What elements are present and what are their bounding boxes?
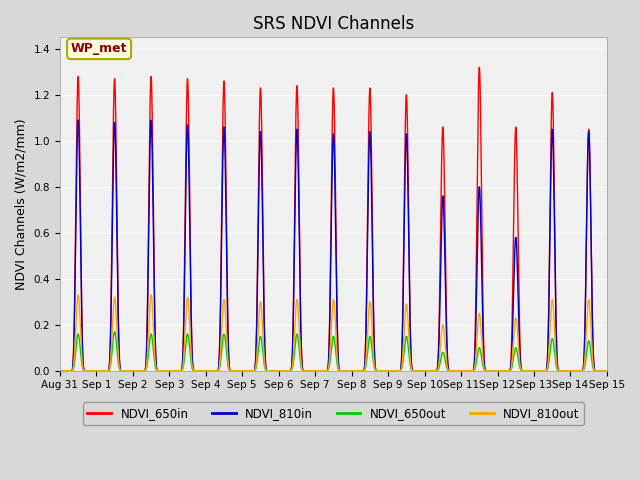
NDVI_810in <box>56 368 64 373</box>
NDVI_650out <box>573 368 581 373</box>
NDVI_650out <box>580 366 588 372</box>
Line: NDVI_650out: NDVI_650out <box>60 332 607 371</box>
NDVI_810out <box>74 292 82 298</box>
NDVI_810in <box>472 344 479 349</box>
NDVI_650out <box>603 368 611 373</box>
NDVI_650in <box>580 356 588 361</box>
NDVI_650in <box>56 368 64 373</box>
NDVI_810in <box>456 368 463 373</box>
Text: WP_met: WP_met <box>71 42 127 55</box>
NDVI_650in <box>476 64 483 70</box>
NDVI_810out <box>56 368 64 373</box>
Y-axis label: NDVI Channels (W/m2/mm): NDVI Channels (W/m2/mm) <box>15 118 28 290</box>
NDVI_650out <box>315 368 323 373</box>
NDVI_650out <box>56 368 64 373</box>
NDVI_810in <box>580 356 588 362</box>
NDVI_810out <box>472 360 479 366</box>
NDVI_650out <box>472 365 479 371</box>
NDVI_650in <box>242 368 250 373</box>
NDVI_810in <box>315 368 323 373</box>
NDVI_810in <box>573 368 581 373</box>
NDVI_810out <box>456 368 463 373</box>
NDVI_810out <box>580 364 588 370</box>
Legend: NDVI_650in, NDVI_810in, NDVI_650out, NDVI_810out: NDVI_650in, NDVI_810in, NDVI_650out, NDV… <box>83 402 584 425</box>
Line: NDVI_810out: NDVI_810out <box>60 295 607 371</box>
NDVI_810out <box>603 368 611 373</box>
NDVI_650out <box>111 329 118 335</box>
NDVI_650in <box>315 368 323 373</box>
NDVI_810out <box>573 368 581 373</box>
Line: NDVI_810in: NDVI_810in <box>60 120 607 371</box>
NDVI_810in <box>74 117 82 123</box>
NDVI_810in <box>242 368 250 373</box>
NDVI_650in <box>471 331 479 337</box>
NDVI_650out <box>456 368 463 373</box>
Title: SRS NDVI Channels: SRS NDVI Channels <box>253 15 414 33</box>
NDVI_650out <box>242 368 250 373</box>
NDVI_650in <box>573 368 581 373</box>
NDVI_810out <box>315 368 323 373</box>
NDVI_650in <box>603 368 611 373</box>
NDVI_810in <box>603 368 611 373</box>
NDVI_650in <box>456 368 463 373</box>
NDVI_810out <box>242 368 250 373</box>
Line: NDVI_650in: NDVI_650in <box>60 67 607 371</box>
